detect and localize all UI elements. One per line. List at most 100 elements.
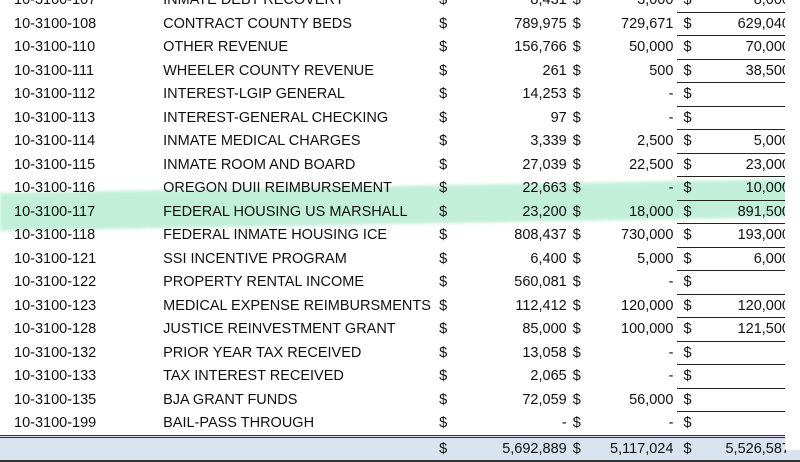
description-cell: BJA GRANT FUNDS [163,391,298,408]
description-cell: BAIL-PASS THROUGH [163,414,315,431]
proposed-currency-symbol: $ [677,106,702,130]
proposed-amount-cell: 6,000 [701,247,800,271]
actual-amount-cell: 23,200 [522,203,567,220]
total-proposed-currency-symbol: $ [677,434,702,462]
actual-amount-cell: 112,412 [515,297,567,314]
budget-currency-symbol: $ [572,297,581,314]
budget-amount-cell: 120,000 [621,297,674,314]
table-row: 10-3100-122 PROPERTY RENTAL INCOME $560,08… [0,270,800,295]
description-cell: MEDICAL EXPENSE REIMBURSMENTS [163,297,431,314]
actual-currency-symbol: $ [439,62,448,79]
actual-currency-symbol: $ [439,0,448,9]
budget-currency-symbol: $ [572,180,581,196]
table-row: 10-3100-135 BJA GRANT FUNDS $72,059 $56,000… [0,388,800,412]
budget-currency-symbol: $ [572,344,581,361]
proposed-currency-symbol: $ [677,153,702,177]
table-row: 10-3100-133 TAX INTEREST RECEIVED $2,065 $ -… [0,364,800,389]
actual-currency-symbol: $ [439,203,448,220]
proposed-currency-symbol: $ [677,35,702,60]
actual-currency-symbol: $ [439,297,448,314]
actual-currency-symbol: $ [439,133,448,149]
budget-amount-cell: 730,000 [621,227,674,243]
proposed-currency-symbol: $ [677,129,702,154]
proposed-currency-symbol: $ [677,388,702,412]
account-cell: 10-3100-111 [14,62,95,79]
proposed-amount-cell: 193,000 [701,223,800,248]
actual-amount-cell: 789,975 [514,15,567,32]
total-budget-currency-symbol: $ [570,434,589,462]
table-row: 10-3100-113 INTEREST-GENERAL CHECKING $97 $… [0,106,800,130]
budget-currency-symbol: $ [572,321,581,337]
description-cell: INMATE MEDICAL CHARGES [163,133,361,149]
budget-amount-cell: 3,000 [637,0,674,9]
budget-amount-cell: - [668,86,674,102]
proposed-amount-cell: 10,000 [701,176,800,201]
budget-amount-cell: - [668,368,674,384]
total-actual-amount-cell: 5,692,889 [458,434,571,462]
budget-currency-symbol: $ [572,156,581,173]
actual-amount-cell: 22,663 [522,180,567,196]
budget-amount-cell: - [668,109,674,126]
account-cell: 10-3100-113 [14,109,96,126]
actual-currency-symbol: $ [439,344,448,361]
actual-currency-symbol: $ [439,109,448,126]
budget-amount-cell: - [668,414,674,431]
proposed-amount-cell: 121,500 [701,317,800,342]
actual-amount-cell: 8,431 [530,0,567,9]
actual-currency-symbol: $ [439,274,448,290]
actual-amount-cell: 27,039 [522,156,567,173]
proposed-amount-cell: 5,000 [701,129,800,154]
account-cell: 10-3100-114 [14,133,96,149]
description-cell: FEDERAL INMATE HOUSING ICE [163,227,388,243]
actual-amount-cell: 13,058 [522,344,567,361]
proposed-currency-symbol: $ [677,270,702,295]
budget-currency-symbol: $ [572,368,581,384]
budget-currency-symbol: $ [572,227,581,243]
proposed-currency-symbol: $ [677,176,702,201]
account-cell: 10-3100-115 [14,156,96,173]
actual-amount-cell: 97 [550,109,567,126]
budget-currency-symbol: $ [572,414,581,431]
budget-amount-cell: 22,500 [629,156,674,173]
description-cell: INMATE DEBT RECOVERY [163,0,345,9]
page-edge [785,0,800,450]
description-cell: OREGON DUII REIMBURSEMENT [163,180,392,196]
account-cell: 10-3100-121 [14,250,97,267]
actual-currency-symbol: $ [439,86,448,102]
actual-currency-symbol: $ [439,368,448,384]
account-cell: 10-3100-118 [14,227,96,243]
description-cell: WHEELER COUNTY REVENUE [163,62,374,79]
account-cell: 10-3100-128 [14,321,97,337]
actual-currency-symbol: $ [439,391,448,408]
actual-amount-cell: 72,059 [522,391,567,408]
budget-currency-symbol: $ [572,15,581,32]
table-row: 10-3100-132 PRIOR YEAR TAX RECEIVED $13,05… [0,341,800,365]
total-row: $5,692,889 $5,117,024 $5,526,587 [0,434,800,462]
table-row: 10-3100-114 INMATE MEDICAL CHARGES $3,339 $… [0,129,800,154]
proposed-amount-cell: 8,000 [701,0,800,13]
description-cell: JUSTICE REINVESTMENT GRANT [163,321,396,337]
budget-currency-symbol: $ [572,86,581,102]
table-row: 10-3100-123 MEDICAL EXPENSE REIMBURSMENTS… [0,294,800,318]
account-cell: 10-3100-123 [14,297,97,314]
actual-currency-symbol: $ [439,156,448,173]
actual-amount-cell: 3,339 [530,133,567,149]
account-cell: 10-3100-112 [14,86,96,102]
budget-currency-symbol: $ [572,250,581,267]
actual-amount-cell: 85,000 [522,321,567,337]
total-blank-cell [163,434,432,462]
description-cell: INMATE ROOM AND BOARD [163,156,356,173]
table-row: 10-3100-117 FEDERAL HOUSING US MARSHALL $2… [0,200,800,224]
table-row: 10-3100-107 INMATE DEBT RECOVERY $8,431 $3,… [0,0,800,13]
account-cell: 10-3100-107 [14,0,97,9]
description-cell: PRIOR YEAR TAX RECEIVED [163,344,362,361]
budget-amount-cell: 729,671 [621,15,674,32]
description-cell: FEDERAL HOUSING US MARSHALL [163,203,408,220]
budget-amount-cell: 56,000 [629,391,674,408]
table-row: 10-3100-116 OREGON DUII REIMBURSEMENT $22,… [0,176,800,201]
budget-currency-symbol: $ [572,0,581,9]
table-row: 10-3100-111 WHEELER COUNTY REVENUE $261 $50… [0,59,800,83]
